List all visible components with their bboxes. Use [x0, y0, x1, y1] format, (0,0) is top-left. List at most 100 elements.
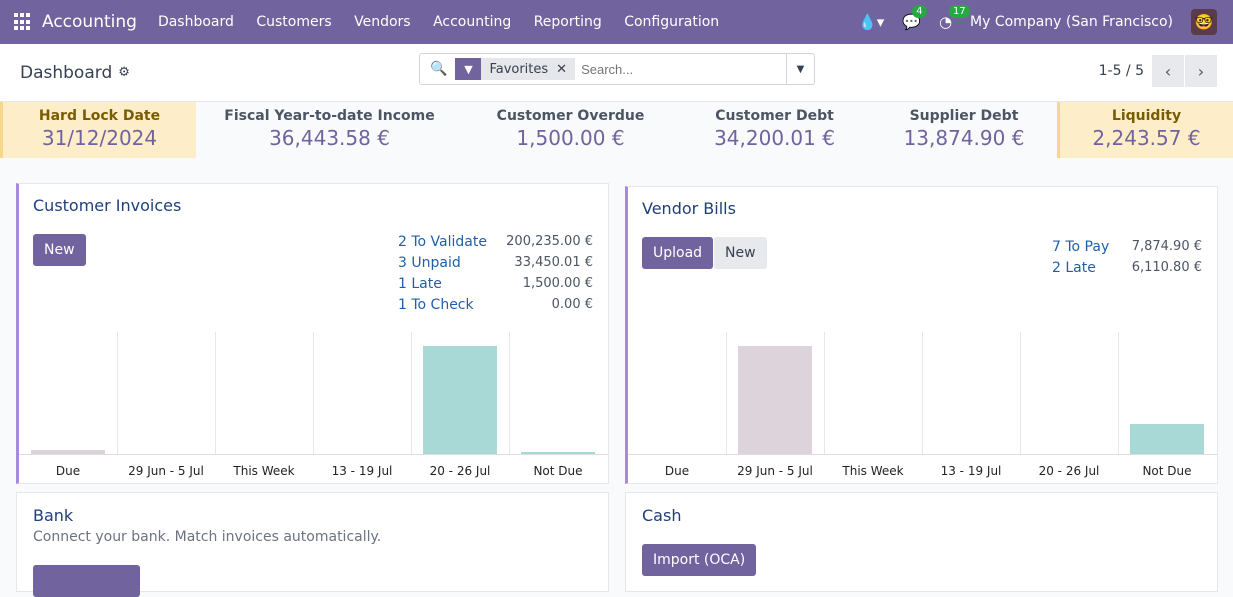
stat-link[interactable]: 3 Unpaid	[398, 255, 461, 271]
search-icon[interactable]: 🔍	[430, 61, 448, 77]
kpi-value: 34,200.01 €	[714, 126, 835, 150]
graph-x-label: Not Due	[533, 464, 583, 478]
stat-value: 0.00 €	[551, 297, 593, 312]
graph-gridline	[824, 332, 825, 454]
facet-label: Favorites	[489, 61, 549, 77]
kpi-liquidity[interactable]: Liquidity 2,243.57 €	[1057, 102, 1233, 158]
graph-x-label: Due	[55, 464, 81, 478]
search-bar: 🔍 ▼ Favorites ✕ ▼	[419, 53, 815, 85]
card-title[interactable]: Customer Invoices	[33, 196, 182, 215]
kpi-label: Customer Overdue	[496, 108, 645, 124]
graph-bar[interactable]	[1130, 423, 1204, 454]
graph-bar[interactable]	[738, 346, 812, 454]
pager: 1-5 / 5 ‹ ›	[1099, 55, 1217, 87]
graph-gridline	[1020, 332, 1021, 454]
graph-bar[interactable]	[423, 346, 497, 454]
messages-badge: 4	[912, 5, 927, 18]
graph-x-label: This Week	[842, 464, 904, 478]
graph-x-label: Not Due	[1142, 464, 1192, 478]
user-avatar[interactable]: 🤓	[1191, 9, 1217, 35]
customer-invoices-graph[interactable]: Due 29 Jun - 5 Jul This Week 13 - 19 Jul 20 …	[19, 332, 608, 482]
graph-gridline	[726, 332, 727, 454]
graph-gridline	[509, 332, 510, 454]
upload-button[interactable]: Upload	[642, 237, 714, 269]
bill-stats: 7 To Pay 7,874.90 € 2 Late 6,110.80 €	[1052, 239, 1202, 281]
kpi-label: Customer Debt	[715, 108, 834, 124]
menu-customers[interactable]: Customers	[256, 14, 332, 30]
graph-gridline	[1118, 332, 1119, 454]
graph-gridline	[313, 332, 314, 454]
top-navbar: Accounting Dashboard Customers Vendors A…	[0, 0, 1233, 44]
kpi-label: Hard Lock Date	[38, 108, 161, 124]
stat-link[interactable]: 2 Late	[1052, 260, 1096, 276]
customer-invoices-card: Customer Invoices New 2 To Validate 200,2…	[16, 183, 609, 484]
pager-previous[interactable]: ‹	[1152, 55, 1184, 87]
graph-gridline	[922, 332, 923, 454]
stat-value: 1,500.00 €	[522, 276, 593, 291]
stat-value: 6,110.80 €	[1131, 260, 1202, 275]
graph-x-label: 20 - 26 Jul	[1038, 464, 1100, 478]
stat-value: 33,450.01 €	[514, 255, 593, 270]
company-switcher[interactable]: My Company (San Francisco)	[970, 14, 1173, 30]
search-input[interactable]	[581, 61, 786, 77]
search-options-toggle[interactable]: ▼	[786, 54, 814, 84]
kpi-fiscal-income[interactable]: Fiscal Year-to-date Income 36,443.58 €	[196, 102, 463, 158]
pager-value[interactable]: 1-5 / 5	[1098, 63, 1144, 79]
graph-x-label: 29 Jun - 5 Jul	[737, 464, 813, 478]
graph-gridline	[117, 332, 118, 454]
activities-icon[interactable]: ◔ 17	[939, 5, 970, 31]
menu-reporting[interactable]: Reporting	[533, 14, 602, 30]
kpi-supplier-debt[interactable]: Supplier Debt 13,874.90 €	[871, 102, 1057, 158]
kpi-value: 2,243.57 €	[1092, 126, 1201, 150]
kpi-customer-overdue[interactable]: Customer Overdue 1,500.00 €	[463, 102, 678, 158]
stat-link[interactable]: 1 Late	[398, 276, 442, 292]
apps-menu-icon[interactable]	[14, 13, 32, 31]
filter-icon: ▼	[455, 58, 482, 80]
control-panel: Dashboard ⚙ 🔍 ▼ Favorites ✕ ▼ 1-5 / 5 ‹›	[0, 44, 1233, 102]
graph-bar[interactable]	[521, 451, 595, 454]
activities-badge: 17	[948, 5, 970, 18]
import-oca-button[interactable]: Import (OCA)	[642, 544, 757, 576]
app-name[interactable]: Accounting	[42, 12, 137, 32]
kpi-customer-debt[interactable]: Customer Debt 34,200.01 €	[678, 102, 871, 158]
kpi-bar: Hard Lock Date 31/12/2024 Fiscal Year-to-…	[0, 102, 1233, 158]
kpi-label: Fiscal Year-to-date Income	[224, 108, 435, 124]
menu-configuration[interactable]: Configuration	[624, 14, 720, 30]
graph-x-label: This Week	[233, 464, 295, 478]
kpi-hard-lock-date[interactable]: Hard Lock Date 31/12/2024	[0, 102, 196, 158]
drop-icon[interactable]: 💧▾	[858, 13, 885, 31]
menu-vendors[interactable]: Vendors	[354, 14, 411, 30]
graph-x-label: 13 - 19 Jul	[940, 464, 1002, 478]
kpi-value: 36,443.58 €	[269, 126, 390, 150]
stat-value: 7,874.90 €	[1131, 239, 1202, 254]
menu-dashboard[interactable]: Dashboard	[157, 14, 234, 30]
invoice-stats: 2 To Validate 200,235.00 € 3 Unpaid 33,450…	[398, 234, 593, 318]
kpi-label: Supplier Debt	[909, 108, 1019, 124]
card-title[interactable]: Bank	[33, 506, 74, 525]
card-title[interactable]: Vendor Bills	[642, 199, 736, 218]
pager-next[interactable]: ›	[1185, 55, 1217, 87]
remove-facet-icon[interactable]: ✕	[556, 61, 568, 77]
stat-link[interactable]: 1 To Check	[398, 297, 474, 313]
menu-accounting[interactable]: Accounting	[433, 14, 512, 30]
cash-card: Cash Import (OCA)	[625, 492, 1218, 592]
favorites-facet: ▼ Favorites ✕	[455, 58, 576, 80]
bank-description: Connect your bank. Match invoices automa…	[33, 529, 382, 545]
messages-icon[interactable]: 💬 4	[902, 5, 927, 31]
kpi-label: Liquidity	[1111, 108, 1182, 124]
graph-baseline	[628, 454, 1217, 455]
new-invoice-button[interactable]: New	[33, 234, 86, 266]
gear-icon[interactable]: ⚙	[118, 65, 130, 80]
bank-action-button[interactable]	[33, 565, 140, 597]
vendor-bills-graph[interactable]: Due 29 Jun - 5 Jul This Week 13 - 19 Jul 20 …	[628, 332, 1217, 482]
graph-x-label: 13 - 19 Jul	[331, 464, 393, 478]
stat-link[interactable]: 2 To Validate	[398, 234, 487, 250]
stat-link[interactable]: 7 To Pay	[1052, 239, 1110, 255]
new-bill-button[interactable]: New	[714, 237, 767, 269]
stat-value: 200,235.00 €	[506, 234, 593, 249]
graph-x-label: 29 Jun - 5 Jul	[128, 464, 204, 478]
graph-bar[interactable]	[31, 449, 105, 454]
kpi-value: 13,874.90 €	[903, 126, 1025, 150]
card-title[interactable]: Cash	[642, 506, 682, 525]
graph-gridline	[215, 332, 216, 454]
